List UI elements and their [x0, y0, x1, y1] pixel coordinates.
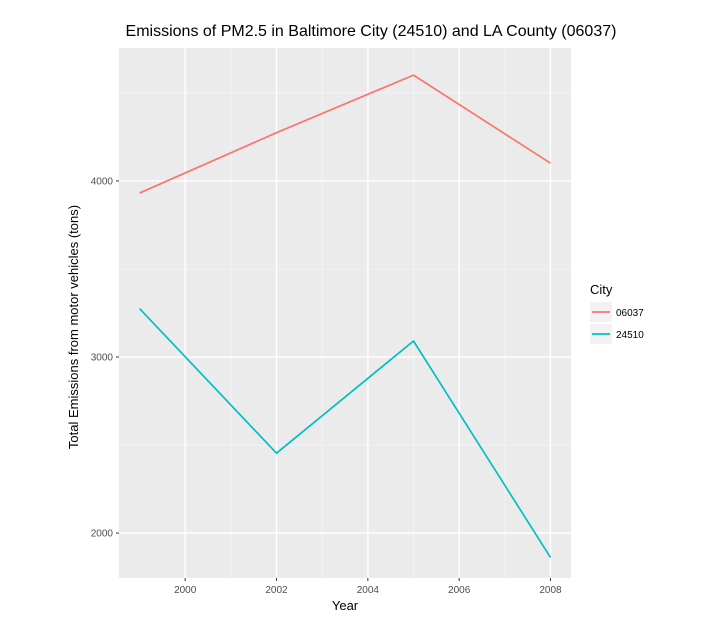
y-tick-label: 2000	[91, 529, 114, 540]
x-axis-label: Year	[332, 598, 359, 613]
x-tick-label: 2004	[357, 585, 380, 596]
x-tick-label: 2008	[539, 585, 562, 596]
legend-title: City	[590, 282, 613, 297]
legend-label-06037: 06037	[616, 308, 644, 319]
legend-items: 06037 24510	[590, 302, 644, 344]
plot-panel	[119, 48, 571, 578]
y-tick-label: 4000	[91, 176, 114, 187]
y-tick-label: 3000	[91, 353, 114, 364]
y-axis-label: Total Emissions from motor vehicles (ton…	[66, 205, 81, 449]
chart-title: Emissions of PM2.5 in Baltimore City (24…	[126, 23, 617, 40]
x-tick-label: 2006	[448, 585, 471, 596]
x-axis: 2000 2002 2004 2006 2008	[174, 578, 562, 596]
legend-label-24510: 24510	[616, 330, 644, 341]
y-axis: 2000 3000 4000	[91, 176, 119, 539]
x-tick-label: 2000	[174, 585, 197, 596]
x-tick-label: 2002	[265, 585, 288, 596]
legend: City 06037 24510	[590, 282, 644, 344]
